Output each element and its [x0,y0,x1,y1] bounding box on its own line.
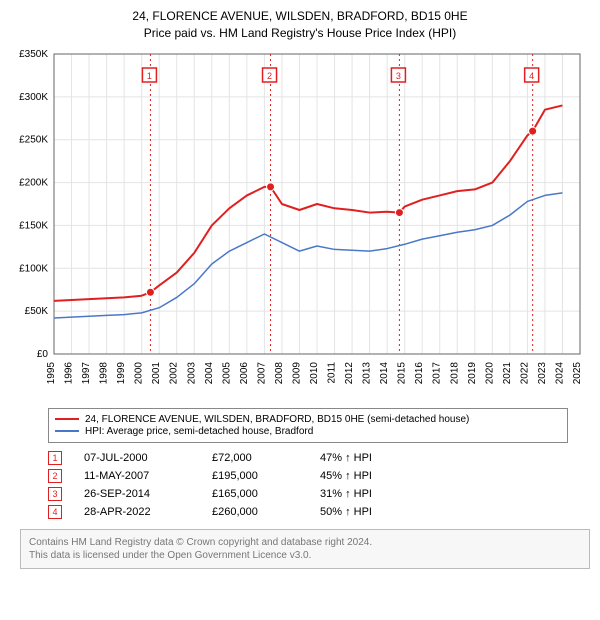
svg-text:2004: 2004 [204,361,215,384]
legend-swatch-1 [55,418,79,420]
chart-svg: £0 £50K £100K £150K £200K £250K £300K £350K 1995… [10,48,590,398]
sale-pct: 31% ↑ HPI [320,488,430,500]
sale-pct: 45% ↑ HPI [320,470,430,482]
svg-text:2009: 2009 [291,361,302,384]
svg-text:2020: 2020 [484,361,495,384]
legend-row-1: 24, FLORENCE AVENUE, WILSDEN, BRADFORD, … [55,414,561,425]
legend-row-2: HPI: Average price, semi-detached house,… [55,426,561,437]
footnote-line2: This data is licensed under the Open Gov… [29,549,581,562]
sale-date: 11-MAY-2007 [84,470,194,482]
svg-text:£150K: £150K [19,220,48,231]
svg-text:2010: 2010 [309,361,320,384]
svg-text:2022: 2022 [519,361,530,384]
svg-text:2012: 2012 [344,361,355,384]
title-line1: 24, FLORENCE AVENUE, WILSDEN, BRADFORD, … [10,8,590,25]
svg-text:2: 2 [267,71,272,81]
footnote: Contains HM Land Registry data © Crown c… [20,529,590,569]
svg-text:2003: 2003 [186,361,197,384]
svg-text:1997: 1997 [81,361,92,384]
legend-label-1: 24, FLORENCE AVENUE, WILSDEN, BRADFORD, … [85,414,469,425]
svg-text:1998: 1998 [99,361,110,384]
sales-row: 4 28-APR-2022 £260,000 50% ↑ HPI [48,505,590,519]
sale-date: 07-JUL-2000 [84,452,194,464]
svg-text:£200K: £200K [19,177,48,188]
svg-text:2024: 2024 [554,361,565,384]
sale-marker-icon: 3 [48,487,62,501]
svg-text:2019: 2019 [467,361,478,384]
svg-text:2001: 2001 [151,361,162,384]
svg-text:2013: 2013 [362,361,373,384]
sales-row: 3 26-SEP-2014 £165,000 31% ↑ HPI [48,487,590,501]
svg-text:1999: 1999 [116,361,127,384]
svg-text:2005: 2005 [221,361,232,384]
svg-text:2015: 2015 [397,361,408,384]
svg-text:2007: 2007 [256,361,267,384]
svg-text:£100K: £100K [19,263,48,274]
svg-text:2008: 2008 [274,361,285,384]
svg-text:2016: 2016 [414,361,425,384]
svg-text:4: 4 [529,71,534,81]
sale-price: £165,000 [212,488,302,500]
sale-price: £260,000 [212,506,302,518]
svg-text:2006: 2006 [239,361,250,384]
svg-text:£0: £0 [37,349,49,360]
svg-text:2002: 2002 [169,361,180,384]
sale-date: 28-APR-2022 [84,506,194,518]
svg-text:2025: 2025 [572,361,583,384]
sale-price: £195,000 [212,470,302,482]
sales-row: 1 07-JUL-2000 £72,000 47% ↑ HPI [48,451,590,465]
sale-date: 26-SEP-2014 [84,488,194,500]
sale-pct: 47% ↑ HPI [320,452,430,464]
sales-table: 1 07-JUL-2000 £72,000 47% ↑ HPI 2 11-MAY-2007… [48,451,590,519]
svg-text:£250K: £250K [19,134,48,145]
sales-row: 2 11-MAY-2007 £195,000 45% ↑ HPI [48,469,590,483]
title-line2: Price paid vs. HM Land Registry's House … [10,25,590,42]
legend-label-2: HPI: Average price, semi-detached house,… [85,426,313,437]
legend: 24, FLORENCE AVENUE, WILSDEN, BRADFORD, … [48,408,568,443]
sale-pct: 50% ↑ HPI [320,506,430,518]
svg-text:£50K: £50K [25,306,49,317]
svg-text:2023: 2023 [537,361,548,384]
chart-area: £0 £50K £100K £150K £200K £250K £300K £350K 1995… [10,48,590,398]
sale-price: £72,000 [212,452,302,464]
sale-marker-icon: 1 [48,451,62,465]
svg-text:2018: 2018 [449,361,460,384]
chart-titles: 24, FLORENCE AVENUE, WILSDEN, BRADFORD, … [10,8,590,42]
legend-swatch-2 [55,430,79,432]
svg-text:3: 3 [396,71,401,81]
svg-text:2014: 2014 [379,361,390,384]
sale-marker-icon: 2 [48,469,62,483]
svg-text:2011: 2011 [327,361,338,383]
svg-text:1995: 1995 [46,361,57,384]
chart-container: 24, FLORENCE AVENUE, WILSDEN, BRADFORD, … [0,0,600,579]
svg-text:2017: 2017 [432,361,443,384]
svg-text:2021: 2021 [502,361,513,384]
svg-text:£300K: £300K [19,91,48,102]
svg-text:2000: 2000 [134,361,145,384]
sale-marker-icon: 4 [48,505,62,519]
svg-text:1: 1 [147,71,152,81]
svg-text:£350K: £350K [19,49,48,60]
footnote-line1: Contains HM Land Registry data © Crown c… [29,536,581,549]
svg-text:1996: 1996 [64,361,75,384]
